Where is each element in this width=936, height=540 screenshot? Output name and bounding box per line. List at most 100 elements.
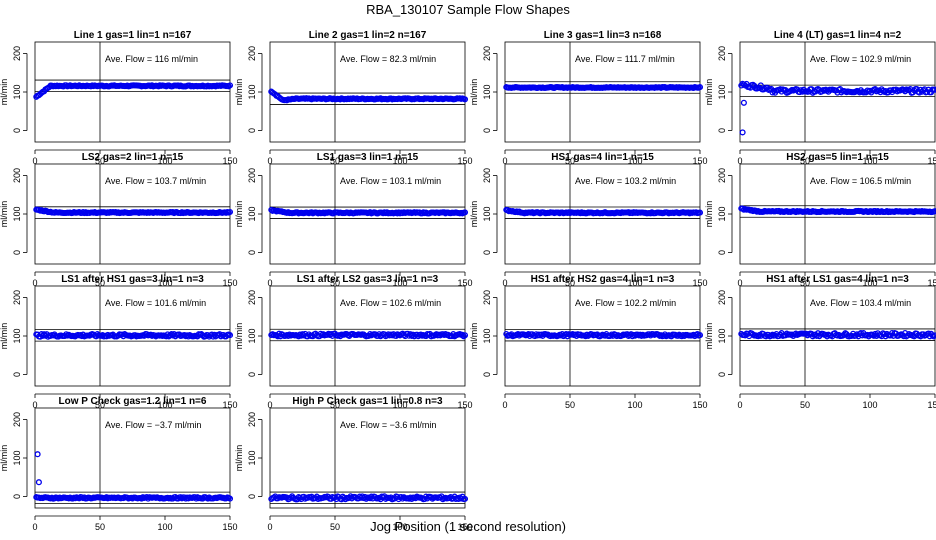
y-axis-label: ml/min	[469, 79, 479, 106]
data-point	[461, 96, 469, 103]
x-tick-label: 100	[392, 156, 407, 166]
x-tick-label: 100	[862, 400, 877, 410]
y-tick-label: 0	[482, 372, 492, 377]
y-tick-label: 200	[717, 46, 727, 61]
x-tick-label: 0	[267, 522, 272, 532]
y-tick-label: 0	[247, 250, 257, 255]
x-tick-label: 50	[565, 278, 575, 288]
x-tick-label: 50	[95, 278, 105, 288]
data-point	[900, 333, 907, 340]
average-flow-label: Ave. Flow = 111.7 ml/min	[575, 54, 675, 64]
x-tick-label: 0	[32, 278, 37, 288]
x-tick-label: 50	[565, 400, 575, 410]
x-tick-label: 0	[32, 522, 37, 532]
panel: HS1 after HS2 gas=4 lin=1 n=3 0 100 200 ml/m…	[469, 274, 708, 410]
panel: Line 1 gas=1 lin=1 n=167 0 100 200 ml/min 0 50…	[0, 30, 238, 166]
x-tick-label: 100	[862, 278, 877, 288]
panel-title: Line 2 gas=1 lin=2 n=167	[309, 30, 427, 41]
x-tick-label: 0	[267, 156, 272, 166]
data-point	[608, 331, 615, 338]
data-point	[461, 495, 469, 502]
x-tick-label: 100	[157, 278, 172, 288]
average-flow-label: Ave. Flow = 103.7 ml/min	[105, 176, 206, 186]
x-tick-label: 150	[692, 156, 707, 166]
y-tick-label: 100	[717, 328, 727, 343]
y-axis-label: ml/min	[234, 323, 244, 350]
x-tick-label: 50	[800, 156, 810, 166]
y-axis-label: ml/min	[234, 201, 244, 228]
plot-frame	[34, 407, 231, 509]
average-flow-label: Ave. Flow = 106.5 ml/min	[810, 176, 911, 186]
panel-title: HS1 after LS1 gas=4 lin=1 n=3	[766, 274, 909, 285]
x-tick-label: 100	[862, 156, 877, 166]
panel: Low P Check gas=1.2 lin=1 n=6 0 100 200 ml/m…	[0, 396, 238, 532]
x-tick-label: 50	[565, 156, 575, 166]
panel-title: Low P Check gas=1.2 lin=1 n=6	[59, 396, 207, 407]
y-tick-label: 0	[482, 250, 492, 255]
data-point	[147, 331, 154, 338]
x-tick-label: 100	[392, 400, 407, 410]
y-axis-label: ml/min	[469, 323, 479, 350]
average-flow-label: Ave. Flow = 103.4 ml/min	[810, 298, 911, 308]
data-point	[204, 332, 211, 339]
data-point	[931, 208, 936, 215]
y-tick-label: 200	[717, 168, 727, 183]
y-tick-label: 100	[12, 328, 22, 343]
data-point	[755, 333, 762, 340]
panel: LS1 gas=3 lin=1 n=15 0 100 200 ml/min 0 50 100 1…	[234, 152, 473, 288]
data-point	[226, 332, 234, 339]
data-point	[931, 332, 936, 339]
y-tick-label: 0	[717, 128, 727, 133]
y-tick-label: 100	[247, 328, 257, 343]
x-tick-label: 50	[330, 400, 340, 410]
x-axis-label: Jog Position (1 second resolution)	[370, 519, 566, 534]
panel-title: LS1 gas=3 lin=1 n=15	[317, 152, 419, 163]
y-axis-label: ml/min	[0, 445, 9, 472]
x-tick-label: 100	[627, 400, 642, 410]
y-tick-label: 200	[247, 412, 257, 427]
data-point	[739, 129, 746, 136]
y-tick-label: 200	[12, 412, 22, 427]
data-point	[177, 494, 184, 501]
data-point	[696, 209, 704, 216]
y-tick-label: 0	[717, 250, 727, 255]
x-tick-label: 150	[457, 156, 472, 166]
x-tick-label: 0	[502, 278, 507, 288]
y-tick-label: 0	[247, 494, 257, 499]
x-tick-label: 50	[800, 400, 810, 410]
data-point	[34, 451, 41, 458]
figure-title: RBA_130107 Sample Flow Shapes	[366, 2, 570, 17]
y-tick-label: 200	[247, 168, 257, 183]
y-tick-label: 100	[482, 328, 492, 343]
panel-title: HS1 after HS2 gas=4 lin=1 n=3	[531, 274, 675, 285]
x-tick-label: 150	[927, 278, 936, 288]
average-flow-label: Ave. Flow = −3.7 ml/min	[105, 420, 201, 430]
x-tick-label: 150	[457, 278, 472, 288]
y-tick-label: 100	[12, 450, 22, 465]
y-tick-label: 200	[247, 46, 257, 61]
panel: LS2 gas=2 lin=1 n=15 0 100 200 ml/min 0 50 100 1…	[0, 152, 238, 288]
y-tick-label: 100	[482, 84, 492, 99]
panel-title: HS2 gas=5 lin=1 n=15	[786, 152, 889, 163]
x-tick-label: 100	[392, 278, 407, 288]
average-flow-label: Ave. Flow = 116 ml/min	[105, 54, 198, 64]
y-tick-label: 200	[482, 290, 492, 305]
panel: HS2 gas=5 lin=1 n=15 0 100 200 ml/min 0 50 100 1…	[704, 152, 936, 288]
plot-frame	[269, 407, 466, 509]
data-point	[226, 82, 234, 89]
y-axis-label: ml/min	[0, 79, 9, 106]
y-tick-label: 0	[247, 372, 257, 377]
y-tick-label: 0	[12, 250, 22, 255]
panel-title: LS1 after LS2 gas=3 lin=1 n=3	[297, 274, 439, 285]
panel: Line 3 gas=1 lin=3 n=168 0 100 200 ml/min 0 50…	[469, 30, 708, 166]
y-tick-label: 0	[12, 128, 22, 133]
panel: HS1 gas=4 lin=1 n=15 0 100 200 ml/min 0 50 100 1…	[469, 152, 708, 288]
x-tick-label: 150	[457, 522, 472, 532]
x-tick-label: 150	[927, 156, 936, 166]
average-flow-label: Ave. Flow = 102.9 ml/min	[810, 54, 911, 64]
x-tick-label: 100	[157, 400, 172, 410]
data-point	[931, 86, 936, 93]
x-tick-label: 50	[800, 278, 810, 288]
panel-title: HS1 gas=4 lin=1 n=15	[551, 152, 654, 163]
x-tick-label: 150	[927, 400, 936, 410]
